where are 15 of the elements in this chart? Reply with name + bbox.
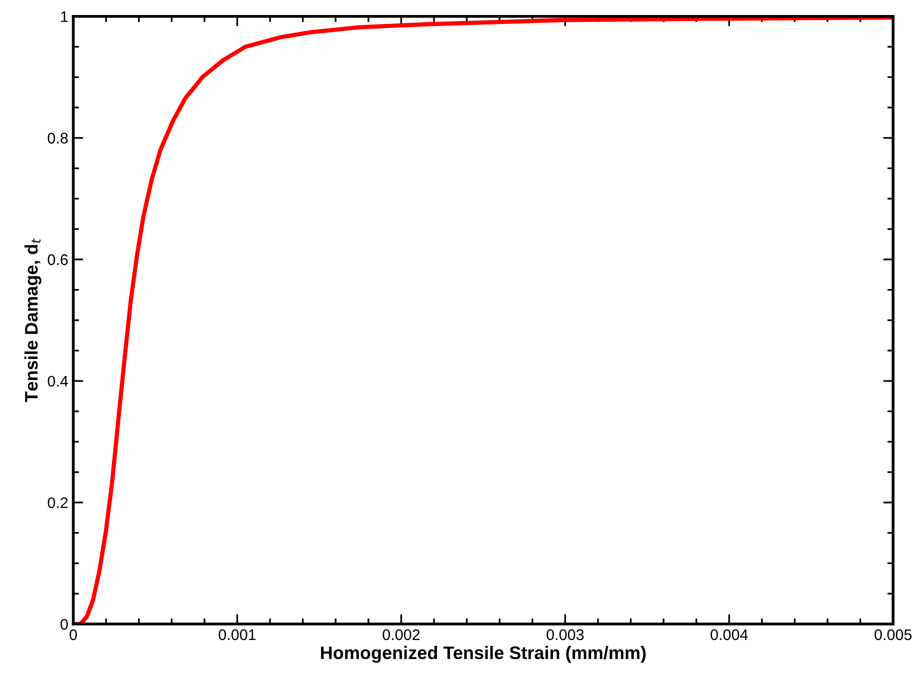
- y-tick-label: 0: [60, 618, 68, 630]
- y-tick-label: 0.2: [48, 497, 68, 508]
- x-tick-label: 0: [70, 629, 77, 640]
- x-tick-label: 0.005: [874, 629, 912, 640]
- y-axis-title: Tensile Damage, d$_{t}$: [24, 238, 42, 402]
- y-tick-label: 1: [61, 11, 68, 22]
- x-tick-label: 0.002: [382, 629, 420, 640]
- y-tick-label: 0.8: [48, 132, 68, 144]
- x-tick-label: 0.003: [546, 629, 584, 640]
- y-tick-label: 0.4: [48, 376, 68, 387]
- y-tick-label: 0.6: [48, 254, 68, 266]
- x-tick-label: 0.001: [218, 629, 256, 640]
- line-series: [73, 16, 894, 624]
- x-axis-title: Homogenized Tensile Strain (mm/mm): [321, 646, 646, 663]
- x-tick-label: 0.004: [710, 629, 748, 640]
